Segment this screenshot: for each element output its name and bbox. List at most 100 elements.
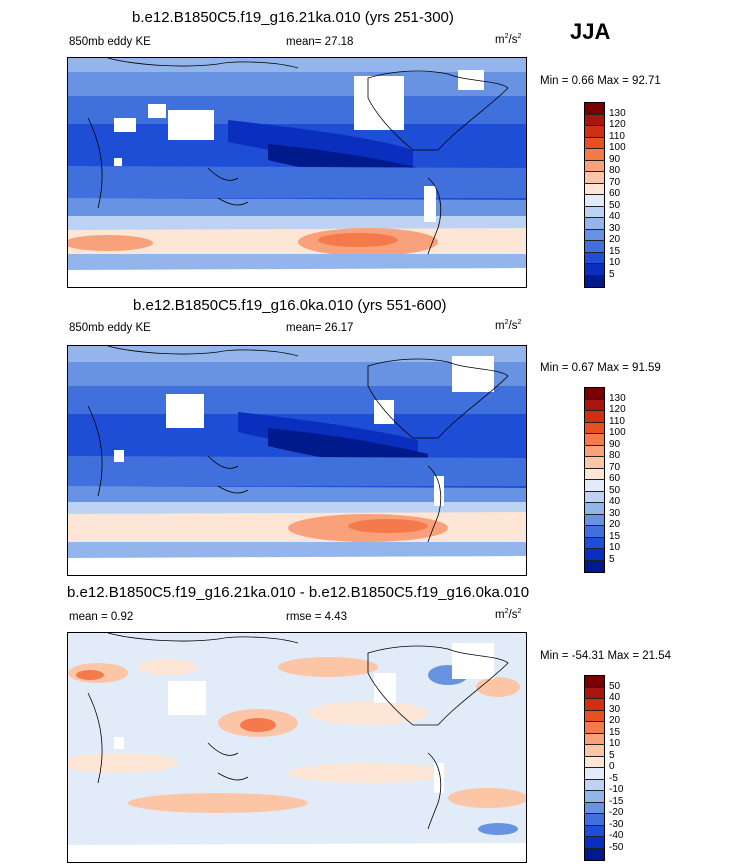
panel2-mean-label: mean= 26.17: [286, 322, 354, 334]
colorbar-swatch: [585, 457, 604, 469]
colorbar-label: 10: [609, 738, 621, 749]
panel3-mean-label: mean = 0.92: [69, 611, 134, 623]
colorbar-swatch: [585, 814, 604, 826]
colorbar-swatch: [585, 756, 604, 768]
colorbar-label: 30: [609, 222, 621, 234]
colorbar-label: 90: [609, 438, 621, 450]
colorbar-label: 40: [609, 211, 621, 222]
panel3-minmax: Min = -54.31 Max = 21.54: [540, 650, 672, 662]
colorbar-label: 15: [609, 530, 621, 542]
colorbar-label: 110: [609, 415, 625, 427]
colorbar-swatch: [585, 114, 604, 126]
panel2-units: m2/s2: [495, 319, 522, 332]
panel3-rmse-label: rmse = 4.43: [286, 611, 348, 623]
colorbar-swatch: [585, 434, 604, 446]
panel2-variable-label: 850mb eddy KE: [69, 322, 151, 334]
colorbar-label: 5: [609, 553, 615, 565]
colorbar-label: 20: [609, 519, 621, 530]
colorbar-label: 80: [609, 450, 621, 461]
panel2-minmax: Min = 0.67 Max = 91.59: [540, 362, 661, 374]
colorbar-label: 110: [609, 130, 625, 142]
colorbar-swatch: [585, 745, 604, 757]
panel3-colorbar: [584, 675, 605, 861]
colorbar-label: -50: [609, 841, 624, 853]
colorbar-swatch: [585, 791, 604, 803]
colorbar-label: -30: [609, 818, 624, 830]
colorbar-label: 130: [609, 107, 626, 119]
colorbar-swatch: [585, 491, 604, 503]
panel2-map: [67, 345, 527, 576]
colorbar-swatch: [585, 779, 604, 791]
colorbar-label: -40: [609, 830, 624, 841]
colorbar-label: -10: [609, 784, 624, 795]
colorbar-swatch: [585, 768, 604, 780]
panel1-title: b.e12.B1850C5.f19_g16.21ka.010 (yrs 251-…: [132, 9, 454, 26]
colorbar-swatch: [585, 710, 604, 722]
colorbar-swatch: [585, 537, 604, 549]
colorbar-label: 70: [609, 461, 621, 473]
panel3-map: [67, 632, 527, 863]
colorbar-swatch: [585, 160, 604, 172]
colorbar-swatch: [585, 837, 604, 849]
colorbar-swatch: [585, 241, 604, 253]
colorbar-label: 15: [609, 726, 621, 738]
colorbar-swatch: [585, 206, 604, 218]
colorbar-swatch: [585, 526, 604, 538]
colorbar-label: 20: [609, 715, 621, 726]
colorbar-swatch: [585, 411, 604, 423]
colorbar-swatch: [585, 195, 604, 207]
colorbar-swatch: [585, 252, 604, 264]
colorbar-label: 60: [609, 188, 621, 199]
colorbar-label: 90: [609, 153, 621, 165]
colorbar-label: 50: [609, 199, 621, 211]
colorbar-label: 70: [609, 176, 621, 188]
panel2-title: b.e12.B1850C5.f19_g16.0ka.010 (yrs 551-6…: [133, 297, 447, 314]
panel1-map: [67, 57, 527, 288]
colorbar-swatch: [585, 399, 604, 411]
colorbar-label: 40: [609, 496, 621, 507]
colorbar-label: 130: [609, 392, 626, 404]
colorbar-swatch: [585, 264, 604, 276]
colorbar-swatch: [585, 549, 604, 561]
colorbar-swatch: [585, 848, 604, 860]
colorbar-label: 120: [609, 119, 626, 130]
panel1-minmax: Min = 0.66 Max = 92.71: [540, 75, 661, 87]
colorbar-swatch: [585, 445, 604, 457]
panel1-units: m2/s2: [495, 33, 522, 46]
colorbar-swatch: [585, 468, 604, 480]
colorbar-swatch: [585, 676, 604, 688]
colorbar-swatch: [585, 275, 604, 287]
colorbar-label: 80: [609, 165, 621, 176]
colorbar-swatch: [585, 229, 604, 241]
colorbar-label: 10: [609, 257, 621, 268]
colorbar-swatch: [585, 825, 604, 837]
panel1-variable-label: 850mb eddy KE: [69, 36, 151, 48]
colorbar-label: -20: [609, 807, 624, 818]
colorbar-swatch: [585, 183, 604, 195]
colorbar-label: 10: [609, 542, 621, 553]
colorbar-label: 40: [609, 692, 621, 703]
colorbar-swatch: [585, 802, 604, 814]
panel2-colorbar: [584, 387, 605, 573]
colorbar-swatch: [585, 149, 604, 161]
colorbar-swatch: [585, 103, 604, 115]
colorbar-label: 15: [609, 245, 621, 257]
colorbar-label: 30: [609, 507, 621, 519]
colorbar-label: 60: [609, 473, 621, 484]
colorbar-swatch: [585, 126, 604, 138]
panel3-units: m2/s2: [495, 608, 522, 621]
colorbar-label: 120: [609, 404, 626, 415]
panel1-mean-label: mean= 27.18: [286, 36, 354, 48]
colorbar-label: 0: [609, 761, 615, 772]
colorbar-swatch: [585, 560, 604, 572]
colorbar-label: 30: [609, 703, 621, 715]
colorbar-swatch: [585, 722, 604, 734]
season-label: JJA: [570, 19, 611, 44]
colorbar-swatch: [585, 218, 604, 230]
colorbar-swatch: [585, 733, 604, 745]
colorbar-swatch: [585, 480, 604, 492]
colorbar-label: -15: [609, 795, 624, 807]
colorbar-swatch: [585, 699, 604, 711]
colorbar-swatch: [585, 422, 604, 434]
colorbar-swatch: [585, 172, 604, 184]
